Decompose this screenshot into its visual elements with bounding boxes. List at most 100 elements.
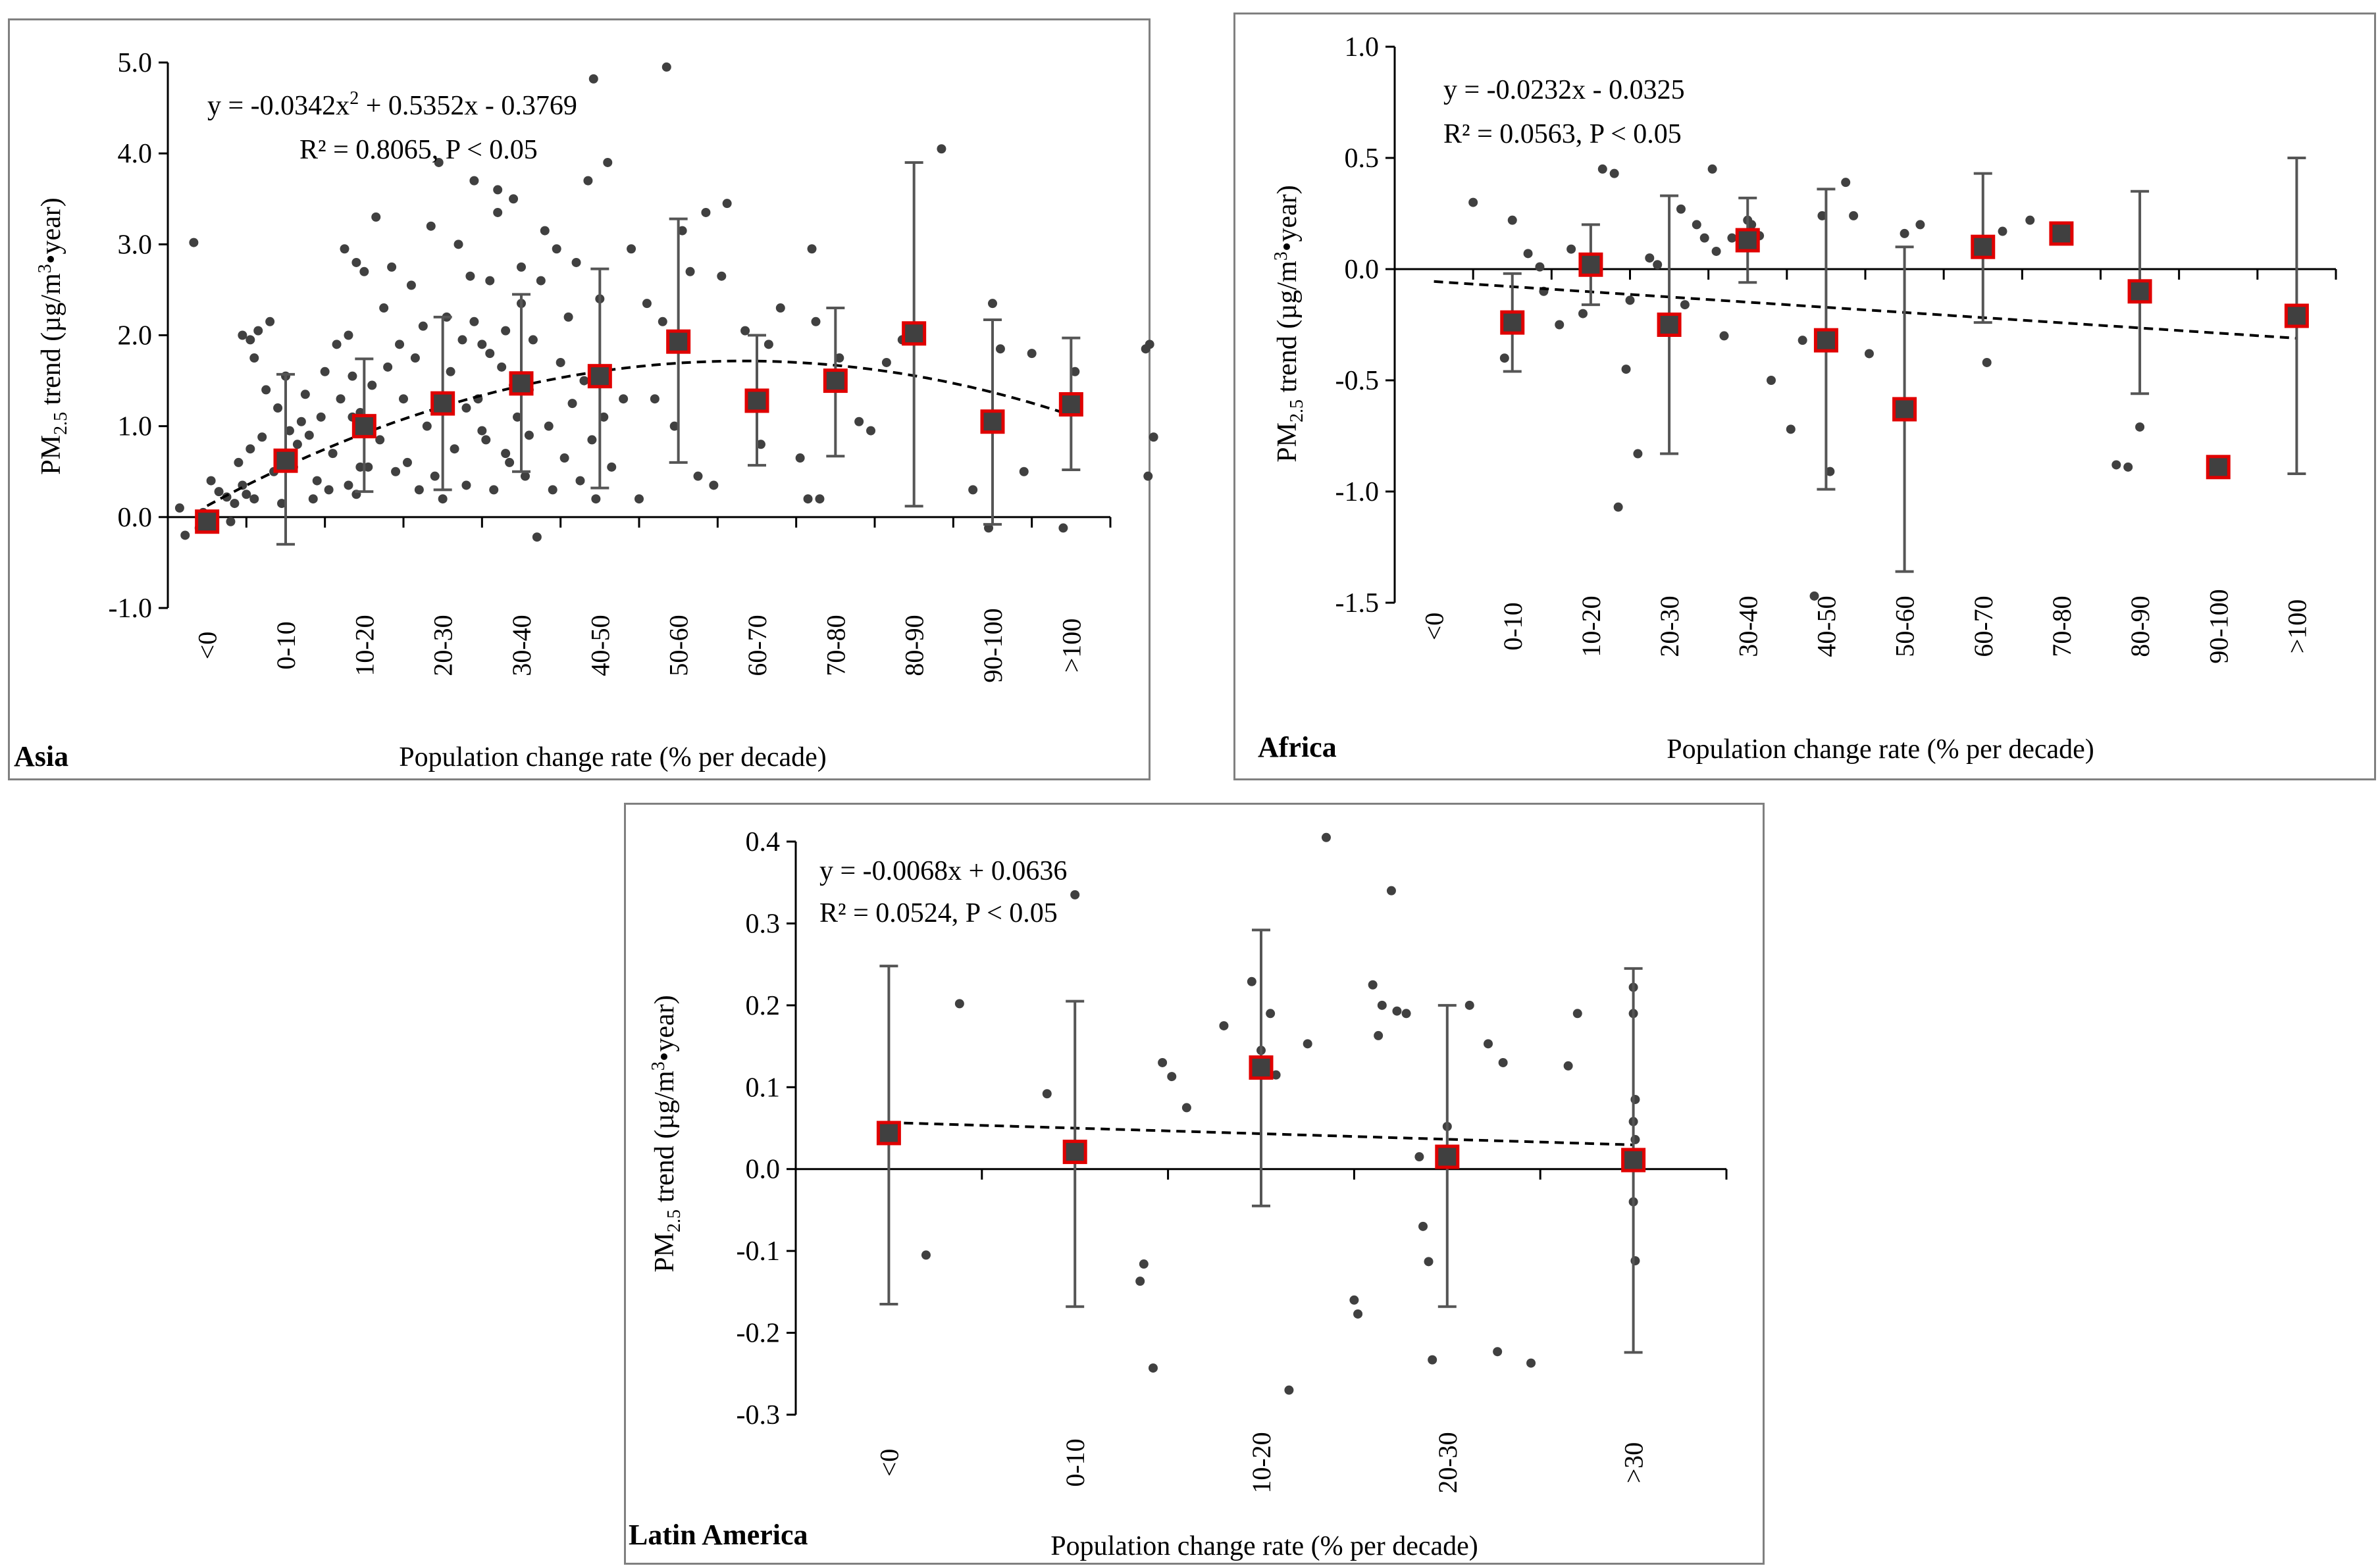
- scatter-point: [379, 303, 389, 313]
- scatter-point: [1998, 226, 2007, 236]
- mean-marker: [1062, 1140, 1087, 1165]
- scatter-point: [1578, 309, 1588, 318]
- scatter-point: [1070, 367, 1080, 376]
- scatter-point: [261, 385, 271, 395]
- scatter-point: [1645, 253, 1655, 263]
- scatter-point: [1786, 424, 1796, 434]
- scatter-point: [406, 280, 416, 290]
- scatter-point: [1158, 1057, 1168, 1067]
- scatter-point: [1499, 353, 1509, 363]
- y-tick-label: -0.2: [737, 1319, 781, 1349]
- scatter-point: [1849, 211, 1859, 220]
- scatter-point: [1284, 1385, 1294, 1395]
- mean-marker: [1735, 228, 1760, 253]
- scatter-point: [461, 403, 471, 413]
- mean-marker: [980, 409, 1005, 434]
- scatter-point: [355, 462, 365, 472]
- scatter-point: [375, 435, 385, 445]
- scatter-point: [1707, 164, 1717, 174]
- scatter-point: [1747, 220, 1757, 230]
- scatter-point: [1392, 1006, 1402, 1016]
- scatter-point: [1727, 233, 1737, 243]
- scatter-point: [1143, 471, 1153, 481]
- x-category-label: 70-80: [2047, 595, 2077, 657]
- scatter-point: [328, 449, 338, 459]
- mean-marker: [2284, 303, 2309, 328]
- scatter-point: [501, 449, 511, 459]
- y-tick-label: 1.0: [118, 412, 153, 442]
- scatter-point: [717, 271, 727, 281]
- scatter-point: [1401, 1009, 1411, 1019]
- x-category-label: >100: [2282, 599, 2312, 654]
- scatter-point: [881, 357, 891, 367]
- scatter-point: [650, 394, 660, 404]
- mean-marker: [351, 414, 376, 439]
- scatter-point: [324, 485, 334, 495]
- y-axis-title: PM2.5 trend (µg/m3•year): [648, 995, 685, 1273]
- mean-marker: [902, 321, 927, 346]
- scatter-point: [1149, 432, 1158, 442]
- scatter-point: [968, 485, 978, 495]
- x-category-label: 0-10: [1060, 1438, 1090, 1486]
- scatter-point: [1219, 1021, 1229, 1030]
- scatter-point: [395, 340, 405, 349]
- y-tick-label: 0.0: [1345, 255, 1380, 285]
- scatter-point: [1680, 300, 1690, 310]
- scatter-point: [249, 353, 259, 363]
- scatter-point: [1982, 357, 1992, 367]
- y-title-subscript: 2.5: [664, 1209, 685, 1232]
- scatter-point: [493, 207, 503, 217]
- scatter-point: [253, 326, 263, 336]
- scatter-point: [206, 476, 216, 486]
- scatter-point: [450, 444, 459, 454]
- scatter-point: [524, 430, 534, 440]
- scatter-point: [1798, 336, 1807, 345]
- scatter-point: [583, 176, 593, 186]
- scatter-point: [1841, 178, 1851, 188]
- scatter-point: [540, 226, 550, 236]
- scatter-point: [226, 517, 236, 526]
- x-category-label: 10-20: [349, 615, 379, 676]
- scatter-point: [1148, 1363, 1158, 1373]
- mean-marker: [1435, 1144, 1460, 1169]
- scatter-point: [1566, 244, 1576, 254]
- mean-marker: [744, 388, 769, 413]
- scatter-point: [693, 471, 703, 481]
- scatter-point: [351, 257, 361, 267]
- y-tick-label: 0.1: [746, 1073, 781, 1103]
- scatter-point: [438, 494, 448, 504]
- y-tick-label: 0.2: [746, 991, 781, 1021]
- mean-marker: [430, 391, 455, 416]
- y-title-superscript: 3: [648, 1061, 669, 1071]
- scatter-point: [180, 530, 190, 540]
- scatter-point: [230, 499, 240, 509]
- scatter-point: [854, 417, 864, 426]
- y-title-superscript: 3: [1271, 251, 1291, 261]
- scatter-point: [591, 494, 601, 504]
- scatter-point: [344, 480, 353, 490]
- scatter-point: [1353, 1309, 1363, 1319]
- mean-marker: [195, 509, 220, 534]
- equation-superscript: 2: [349, 88, 359, 109]
- scatter-point: [222, 492, 232, 502]
- scatter-point: [1609, 168, 1619, 178]
- scatter-point: [528, 335, 538, 345]
- scatter-point: [677, 226, 687, 236]
- scatter-point: [669, 421, 679, 431]
- scatter-point: [1630, 1256, 1640, 1266]
- x-category-label: 10-20: [1247, 1432, 1276, 1493]
- scatter-point: [359, 266, 369, 276]
- scatter-point: [627, 244, 636, 254]
- scatter-point: [536, 276, 546, 286]
- scatter-point: [465, 271, 475, 281]
- scatter-point: [336, 394, 346, 404]
- scatter-point: [2111, 460, 2121, 470]
- scatter-point: [383, 362, 393, 372]
- panel-label: Africa: [1258, 731, 1337, 763]
- scatter-point: [238, 330, 247, 340]
- y-title-part: •year): [650, 995, 680, 1061]
- scatter-point: [599, 412, 609, 422]
- scatter-point: [1809, 591, 1819, 601]
- scatter-point: [811, 316, 821, 326]
- scatter-point: [775, 303, 785, 313]
